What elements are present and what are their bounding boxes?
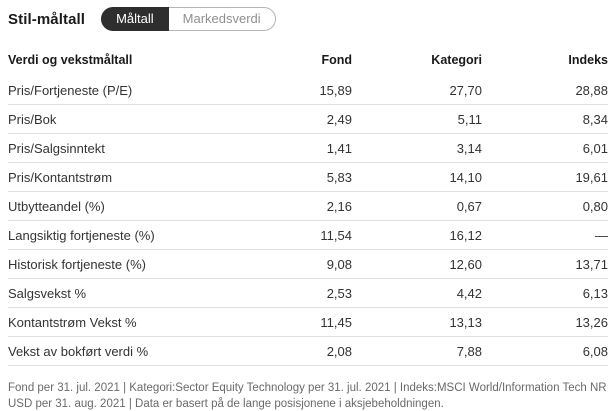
column-header-label: Verdi og vekstmåltall: [8, 53, 133, 67]
kategori-value: 5,11: [457, 112, 482, 127]
value-growth-table: Verdi og vekstmåltall Fond Kategori Inde…: [8, 54, 608, 366]
row-label: Pris/Fortjeneste (P/E): [8, 83, 133, 98]
view-toggle: Måltall Markedsverdi: [101, 7, 276, 31]
toggle-option-markedsverdi[interactable]: Markedsverdi: [168, 7, 276, 31]
row-label: Pris/Salgsinntekt: [8, 141, 105, 156]
fond-value: 2,53: [326, 286, 352, 301]
indeks-value: 13,71: [575, 257, 608, 272]
toggle-option-maltall[interactable]: Måltall: [101, 7, 169, 31]
row-label: Salgsvekst %: [8, 286, 87, 301]
fond-value: 9,08: [326, 257, 352, 272]
fond-value: 2,16: [326, 199, 352, 214]
table-row: Langsiktig fortjeneste (%) 11,54 16,12 —: [8, 221, 608, 250]
column-header-fond: Fond: [321, 53, 352, 67]
table-row: Kontantstrøm Vekst % 11,45 13,13 13,26: [8, 308, 608, 337]
table-row: Historisk fortjeneste (%) 9,08 12,60 13,…: [8, 250, 608, 279]
kategori-value: 3,14: [456, 141, 482, 156]
kategori-value: 13,13: [449, 315, 482, 330]
kategori-value: 27,70: [449, 83, 482, 98]
table-row: Pris/Salgsinntekt 1,41 3,14 6,01: [8, 134, 608, 163]
table-row: Utbytteandel (%) 2,16 0,67 0,80: [8, 192, 608, 221]
table-row: Pris/Fortjeneste (P/E) 15,89 27,70 28,88: [8, 76, 608, 105]
indeks-value: 8,34: [582, 112, 608, 127]
table-row: Pris/Bok 2,49 5,11 8,34: [8, 105, 608, 134]
indeks-value: 6,08: [582, 344, 608, 359]
fond-value: 2,08: [326, 344, 352, 359]
table-header-row: Verdi og vekstmåltall Fond Kategori Inde…: [8, 54, 608, 76]
indeks-value: 6,13: [582, 286, 608, 301]
fond-value: 2,49: [326, 112, 352, 127]
page-title: Stil-måltall: [8, 10, 86, 28]
row-label: Langsiktig fortjeneste (%): [8, 228, 155, 243]
indeks-value: 13,26: [575, 315, 608, 330]
fond-value: 15,89: [319, 83, 352, 98]
indeks-value: —: [595, 228, 608, 243]
row-label: Historisk fortjeneste (%): [8, 257, 146, 272]
row-label: Utbytteandel (%): [8, 199, 105, 214]
kategori-value: 12,60: [449, 257, 482, 272]
indeks-value: 19,61: [575, 170, 608, 185]
kategori-value: 14,10: [449, 170, 482, 185]
table-row: Vekst av bokført verdi % 2,08 7,88 6,08: [8, 337, 608, 366]
row-label: Pris/Kontantstrøm: [8, 170, 113, 185]
data-disclaimer: Fond per 31. jul. 2021 | Kategori:Sector…: [8, 382, 607, 410]
fond-value: 11,45: [320, 315, 352, 330]
kategori-value: 16,12: [449, 228, 482, 243]
row-label: Kontantstrøm Vekst %: [8, 315, 137, 330]
fond-value: 11,54: [320, 228, 352, 243]
row-label: Pris/Bok: [8, 112, 57, 127]
row-label: Vekst av bokført verdi %: [8, 344, 149, 359]
header-bar: Stil-måltall Måltall Markedsverdi: [8, 5, 608, 33]
kategori-value: 7,88: [456, 344, 482, 359]
column-header-kategori: Kategori: [431, 53, 482, 67]
indeks-value: 6,01: [582, 141, 608, 156]
indeks-value: 0,80: [582, 199, 608, 214]
fond-value: 5,83: [326, 170, 352, 185]
fond-value: 1,41: [326, 141, 352, 156]
column-header-indeks: Indeks: [568, 53, 608, 67]
table-row: Salgsvekst % 2,53 4,42 6,13: [8, 279, 608, 308]
table-row: Pris/Kontantstrøm 5,83 14,10 19,61: [8, 163, 608, 192]
indeks-value: 28,88: [575, 83, 608, 98]
kategori-value: 4,42: [456, 286, 482, 301]
kategori-value: 0,67: [456, 199, 482, 214]
